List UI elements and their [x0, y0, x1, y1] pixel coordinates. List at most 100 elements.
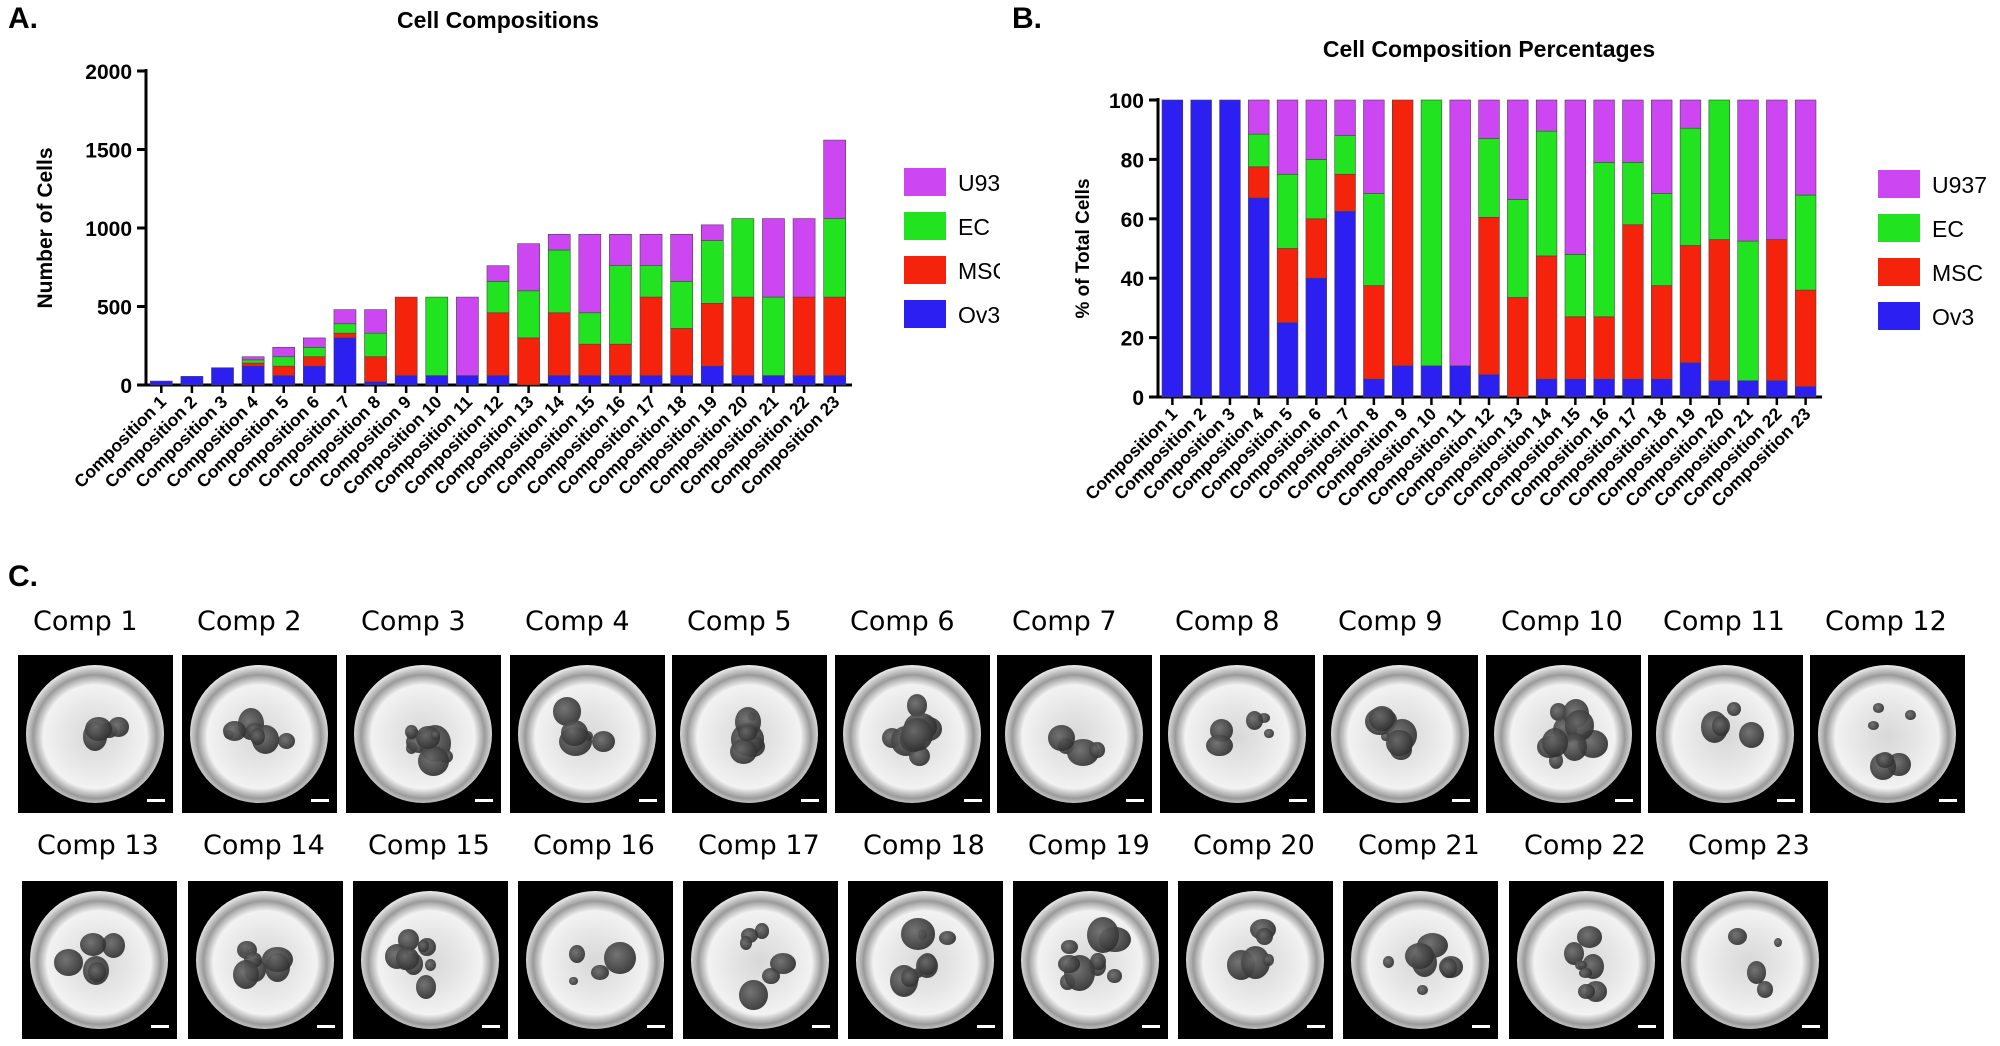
comp-image-label: Comp 20 [1193, 830, 1315, 861]
cell-cluster [1245, 711, 1263, 731]
cell-cluster [1576, 926, 1603, 948]
bar-segment-msc [547, 312, 571, 376]
organoid-image [346, 655, 501, 813]
cell-cluster [1541, 727, 1568, 757]
cell-cluster [415, 974, 437, 999]
bar-segment-u937 [1651, 99, 1673, 194]
legend-label-u937: U937 [958, 170, 1000, 196]
bar-segment-ec [1535, 130, 1558, 257]
y-tick-label: 500 [97, 297, 132, 320]
cell-cluster [1107, 969, 1122, 984]
scale-bar [1281, 787, 1315, 813]
bar-segment-ec [303, 347, 326, 358]
bar-segment-ov3 [1161, 99, 1184, 398]
panel-letter-a: A. [8, 2, 38, 35]
legend-label-msc: MSC [1932, 260, 1983, 286]
bar-segment-u937 [333, 309, 357, 325]
bar-segment-u937 [1449, 99, 1471, 367]
cell-cluster [1382, 955, 1395, 969]
organoid-image [1648, 655, 1803, 813]
y-tick-label: 40 [1121, 268, 1144, 291]
legend-swatch-ov3 [904, 300, 946, 328]
organoid-image [1013, 881, 1168, 1039]
bar-segment-ec [272, 356, 296, 367]
bar-segment-ov3 [1420, 365, 1443, 398]
bar-segment-msc [1564, 316, 1587, 380]
bar-segment-msc [272, 365, 296, 376]
bar-segment-ov3 [670, 375, 693, 386]
organoid-image [1673, 881, 1828, 1039]
bar-segment-ec [823, 218, 847, 298]
bar-segment-ov3 [1794, 386, 1817, 398]
bar-segment-msc [333, 332, 357, 339]
bar-segment-ov3 [149, 380, 173, 386]
cell-cluster [901, 967, 919, 988]
bar-segment-ov3 [1651, 378, 1673, 398]
bar-segment-ov3 [272, 375, 296, 386]
bar-segment-ec [1651, 193, 1673, 286]
bar-segment-ov3 [456, 375, 479, 386]
legend-swatch-ec [904, 212, 946, 240]
bar-segment-u937 [700, 224, 724, 241]
bar-segment-ov3 [1622, 378, 1644, 398]
y-axis-label: % of Total Cells [1073, 178, 1094, 318]
well-dish [526, 891, 664, 1029]
bar-segment-ov3 [1276, 322, 1299, 398]
bar-segment-ov3 [1766, 380, 1788, 398]
comp-image-label: Comp 21 [1358, 830, 1480, 861]
legend-label-msc: MSC [958, 258, 1000, 284]
bar-segment-u937 [1363, 99, 1385, 194]
cell-cluster [1876, 752, 1895, 769]
comp-image-label: Comp 12 [1825, 606, 1947, 637]
bar-segment-u937 [517, 243, 540, 292]
legend-swatch-u937 [904, 168, 946, 196]
cell-cluster [1262, 953, 1274, 967]
bar-segment-msc [1622, 224, 1644, 380]
organoid-image [510, 655, 665, 813]
legend-swatch-ov3 [1878, 302, 1920, 330]
scale-bar [804, 1013, 838, 1039]
bar-segment-ec [1363, 193, 1385, 286]
comp-image-label: Comp 5 [687, 606, 792, 637]
bar-segment-ec [1305, 159, 1327, 220]
cell-cluster [1549, 703, 1567, 721]
cell-cluster [88, 961, 107, 982]
bar-segment-ec [639, 265, 663, 298]
organoid-image [1178, 881, 1333, 1039]
bar-segment-ec [1420, 99, 1443, 367]
bar-segment-msc [609, 343, 632, 376]
bar-segment-ov3 [1564, 378, 1587, 398]
cell-cluster [604, 941, 637, 975]
bar-segment-msc [303, 356, 326, 367]
bar-segment-ec [1334, 135, 1356, 175]
bar-segment-u937 [1334, 99, 1356, 136]
bar-segment-ec [1564, 254, 1587, 318]
cell-cluster [1256, 927, 1274, 946]
scale-bar [1794, 1013, 1828, 1039]
scale-bar [969, 1013, 1003, 1039]
cell-cluster [907, 694, 928, 717]
legend-label-ov3: Ov3 [958, 302, 1000, 328]
cell-cluster [939, 930, 957, 945]
legend-swatch-u937 [1878, 170, 1920, 198]
scale-bar [143, 1013, 177, 1039]
legend-label-ov3: Ov3 [1932, 304, 1974, 330]
cell-cluster [917, 952, 937, 976]
well-dish [1168, 665, 1306, 803]
well-dish [1818, 665, 1956, 803]
bar-segment-u937 [670, 233, 693, 282]
bar-segment-msc [486, 312, 510, 376]
bar-segment-u937 [303, 337, 326, 348]
bar-segment-u937 [1564, 99, 1587, 255]
scale-bar [467, 787, 501, 813]
y-tick-label: 1000 [85, 218, 132, 241]
chart-title: Cell Composition Percentages [1323, 36, 1655, 62]
scale-bar [1931, 787, 1965, 813]
bar-segment-msc [1248, 166, 1270, 199]
bar-segment-ov3 [700, 365, 724, 386]
cell-cluster [1439, 957, 1457, 978]
cell-cluster [85, 717, 113, 742]
cell-cluster [1257, 712, 1271, 723]
comp-image-label: Comp 19 [1028, 830, 1150, 861]
bar-segment-u937 [609, 233, 632, 266]
